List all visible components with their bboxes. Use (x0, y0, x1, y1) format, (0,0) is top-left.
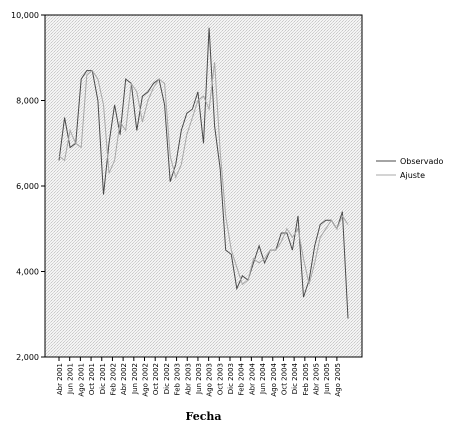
x-tick-label: Ago 2002 (142, 363, 150, 397)
x-tick-label: Abr 2004 (248, 362, 256, 395)
x-tick-label: Abr 2001 (56, 363, 64, 395)
plot-area-background (44, 14, 363, 358)
x-axis: Abr 2001 Jun 2001 Ago 2001 Oct 2001 Dic 2001… (56, 357, 342, 397)
x-tick-label: Oct 2004 (280, 362, 288, 395)
legend-label-ajuste: Ajuste (400, 171, 425, 180)
x-tick-label: Abr 2003 (184, 363, 192, 395)
x-tick-label: Feb 2005 (302, 363, 310, 395)
y-tick-label: 8,000 (16, 97, 39, 106)
x-axis-title: Fecha (185, 410, 221, 423)
x-tick-label: Abr 2002 (120, 363, 128, 395)
x-tick-label: Jun 2001 (67, 363, 75, 395)
x-tick-label: Feb 2003 (174, 363, 182, 395)
x-tick-label: Oct 2001 (88, 363, 96, 395)
x-tick-label: Dic 2001 (99, 363, 107, 394)
x-tick-label: Oct 2002 (152, 363, 160, 395)
legend-label-observado: Observado (400, 157, 443, 166)
y-tick-label: 4,000 (16, 268, 39, 277)
x-tick-label: Dic 2002 (163, 363, 171, 394)
y-axis: 2,000 4,000 6,000 8,000 10,000 (11, 11, 45, 362)
x-tick-label: Ago 2003 (206, 363, 214, 397)
series-line-observado (58, 27, 349, 319)
x-tick-label: Ago 2005 (334, 363, 342, 397)
legend: Observado Ajuste (376, 157, 443, 180)
series-line-ajuste (58, 61, 349, 286)
series-lines (58, 27, 349, 319)
y-tick-label: 2,000 (16, 353, 39, 362)
y-tick-label: 10,000 (11, 11, 39, 20)
x-tick-label: Dic 2003 (227, 363, 235, 394)
y-tick-label: 6,000 (16, 182, 39, 191)
x-tick-label: Abr 2005 (313, 363, 321, 395)
x-tick-label: Ago 2001 (77, 363, 85, 397)
x-tick-label: Jun 2003 (195, 363, 203, 395)
x-tick-label: Jun 2004 (259, 362, 267, 395)
x-tick-label: Dic 2004 (291, 362, 299, 394)
x-tick-label: Feb 2002 (109, 363, 117, 395)
x-tick-label: Ago 2004 (270, 362, 278, 396)
x-tick-label: Jun 2002 (131, 363, 139, 395)
x-tick-label: Oct 2003 (216, 363, 224, 395)
x-tick-label: Jun 2005 (323, 363, 331, 395)
x-tick-label: Feb 2004 (238, 362, 246, 395)
